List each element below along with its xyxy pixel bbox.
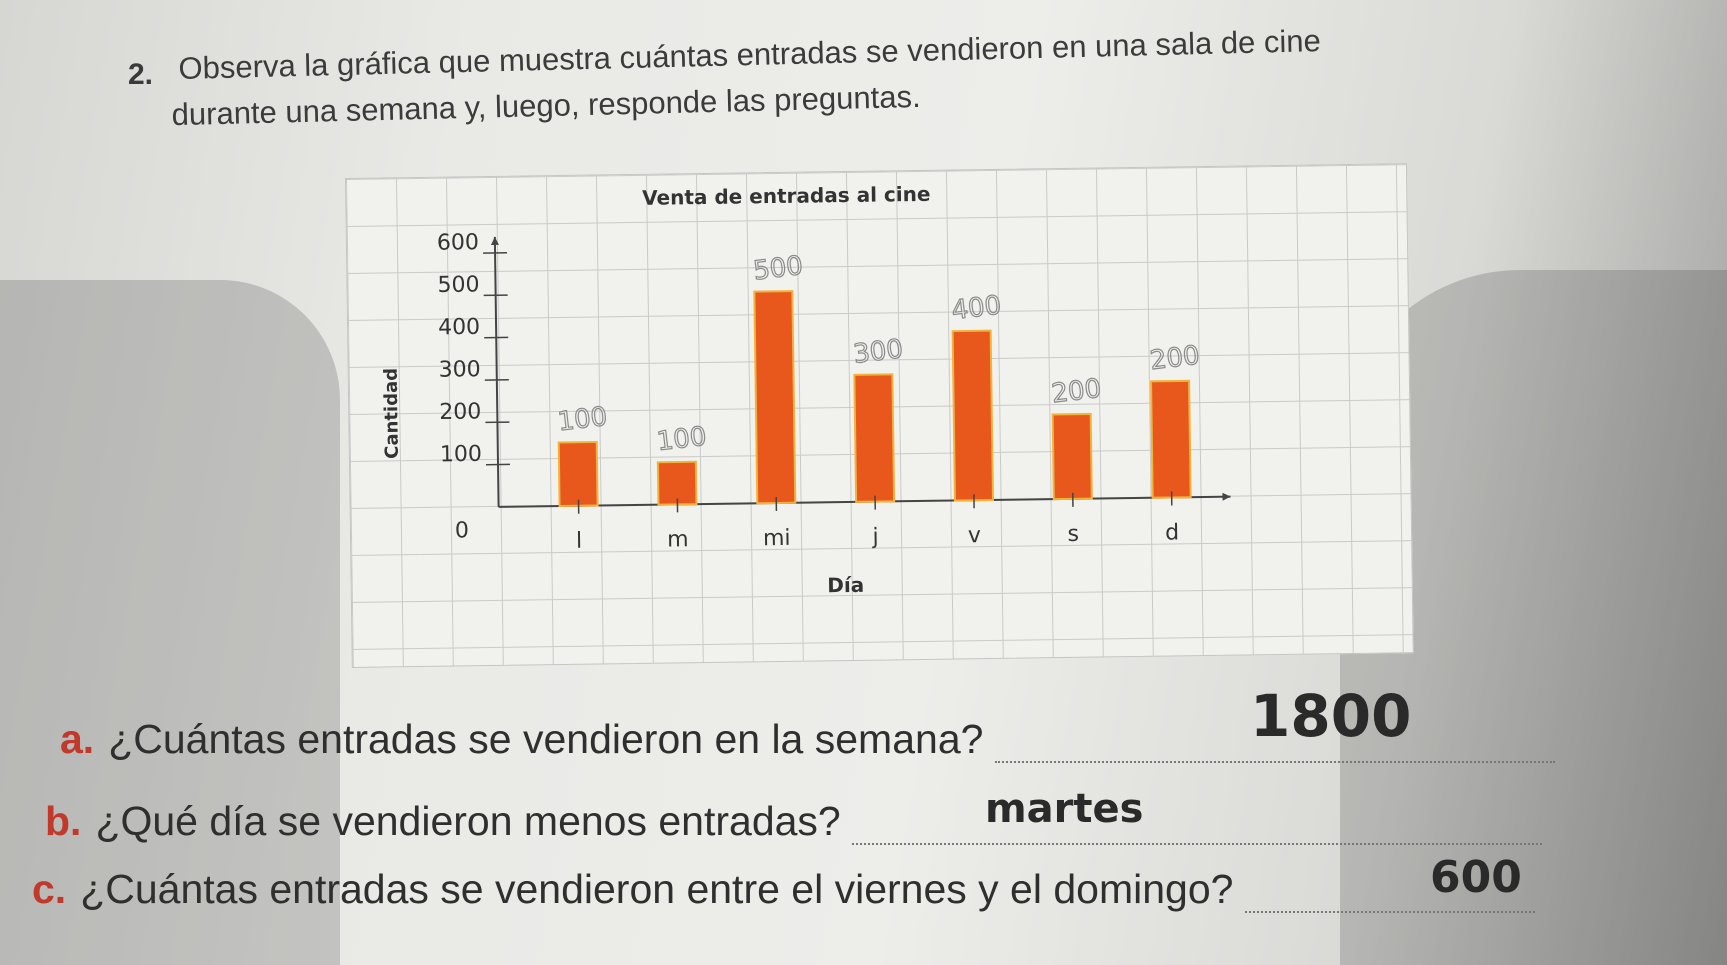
handwritten-value-label: 500 bbox=[752, 251, 805, 287]
handwritten-value-label: 100 bbox=[556, 402, 609, 438]
x-axis-arrow bbox=[1222, 492, 1231, 501]
answer-c: 600 bbox=[1430, 852, 1522, 903]
question-c-letter: c. bbox=[32, 866, 67, 912]
x-tick-label: mi bbox=[763, 526, 791, 551]
bar-d bbox=[1150, 379, 1192, 499]
question-c: c. ¿Cuántas entradas se vendieron entre e… bbox=[32, 866, 1535, 913]
y-axis-arrow bbox=[490, 236, 499, 245]
handwritten-value-label: 200 bbox=[1050, 374, 1103, 410]
chart-title: Venta de entradas al cine bbox=[642, 182, 931, 210]
y-axis-line bbox=[493, 236, 500, 507]
hand-shadow-left bbox=[0, 280, 340, 965]
y-tick-label: 600 bbox=[437, 230, 479, 256]
handwritten-value-label: 300 bbox=[852, 334, 905, 370]
bar-l bbox=[557, 440, 599, 508]
question-b: b. ¿Qué día se vendieron menos entradas? bbox=[45, 798, 1543, 845]
answer-b: martes bbox=[985, 786, 1144, 832]
question-a-letter: a. bbox=[60, 716, 95, 762]
answer-b-line[interactable] bbox=[852, 811, 1543, 845]
answer-c-line[interactable] bbox=[1244, 879, 1535, 913]
x-tick-label: s bbox=[1067, 522, 1079, 547]
bar-s bbox=[1051, 412, 1093, 501]
y-tick-label: 500 bbox=[437, 272, 479, 298]
x-tick-label: j bbox=[871, 525, 878, 550]
x-tick-label: l bbox=[576, 529, 582, 554]
question-a: a. ¿Cuántas entradas se vendieron en la s… bbox=[60, 716, 1555, 763]
question-instructions: Observa la gráfica que muestra cuántas e… bbox=[171, 12, 1580, 138]
answer-a: 1800 bbox=[1250, 682, 1412, 750]
y-tick-label: 300 bbox=[439, 357, 481, 383]
y-tick-label: 0 bbox=[455, 518, 469, 543]
answer-a-line[interactable] bbox=[994, 729, 1555, 763]
y-tick-label: 200 bbox=[439, 399, 481, 425]
bar-j bbox=[853, 373, 896, 503]
question-c-text: ¿Cuántas entradas se vendieron entre el … bbox=[80, 866, 1234, 912]
bar-mi bbox=[753, 290, 797, 505]
x-tick-label: m bbox=[667, 527, 689, 552]
bar-chart: Venta de entradas al cine 0 100 200 300 400 50… bbox=[381, 182, 1231, 598]
handwritten-value-label: 100 bbox=[655, 422, 708, 458]
bar-v bbox=[951, 329, 995, 502]
handwritten-value-label: 400 bbox=[950, 290, 1003, 326]
y-tick-label: 400 bbox=[438, 315, 480, 341]
chart-card: Venta de entradas al cine 0 100 200 300 400 50… bbox=[345, 163, 1414, 668]
handwritten-value-label: 200 bbox=[1148, 341, 1201, 377]
question-a-text: ¿Cuántas entradas se vendieron en la sem… bbox=[108, 716, 984, 762]
x-tick-label: d bbox=[1165, 520, 1179, 545]
question-b-letter: b. bbox=[45, 798, 82, 844]
question-number: 2. bbox=[128, 58, 154, 91]
x-tick-label: v bbox=[968, 523, 981, 548]
x-axis-label: Día bbox=[827, 573, 864, 598]
y-tick-label: 100 bbox=[440, 442, 482, 468]
question-b-text: ¿Qué día se vendieron menos entradas? bbox=[95, 798, 841, 844]
y-axis-label: Cantidad bbox=[381, 368, 403, 459]
bar-m bbox=[656, 460, 698, 506]
